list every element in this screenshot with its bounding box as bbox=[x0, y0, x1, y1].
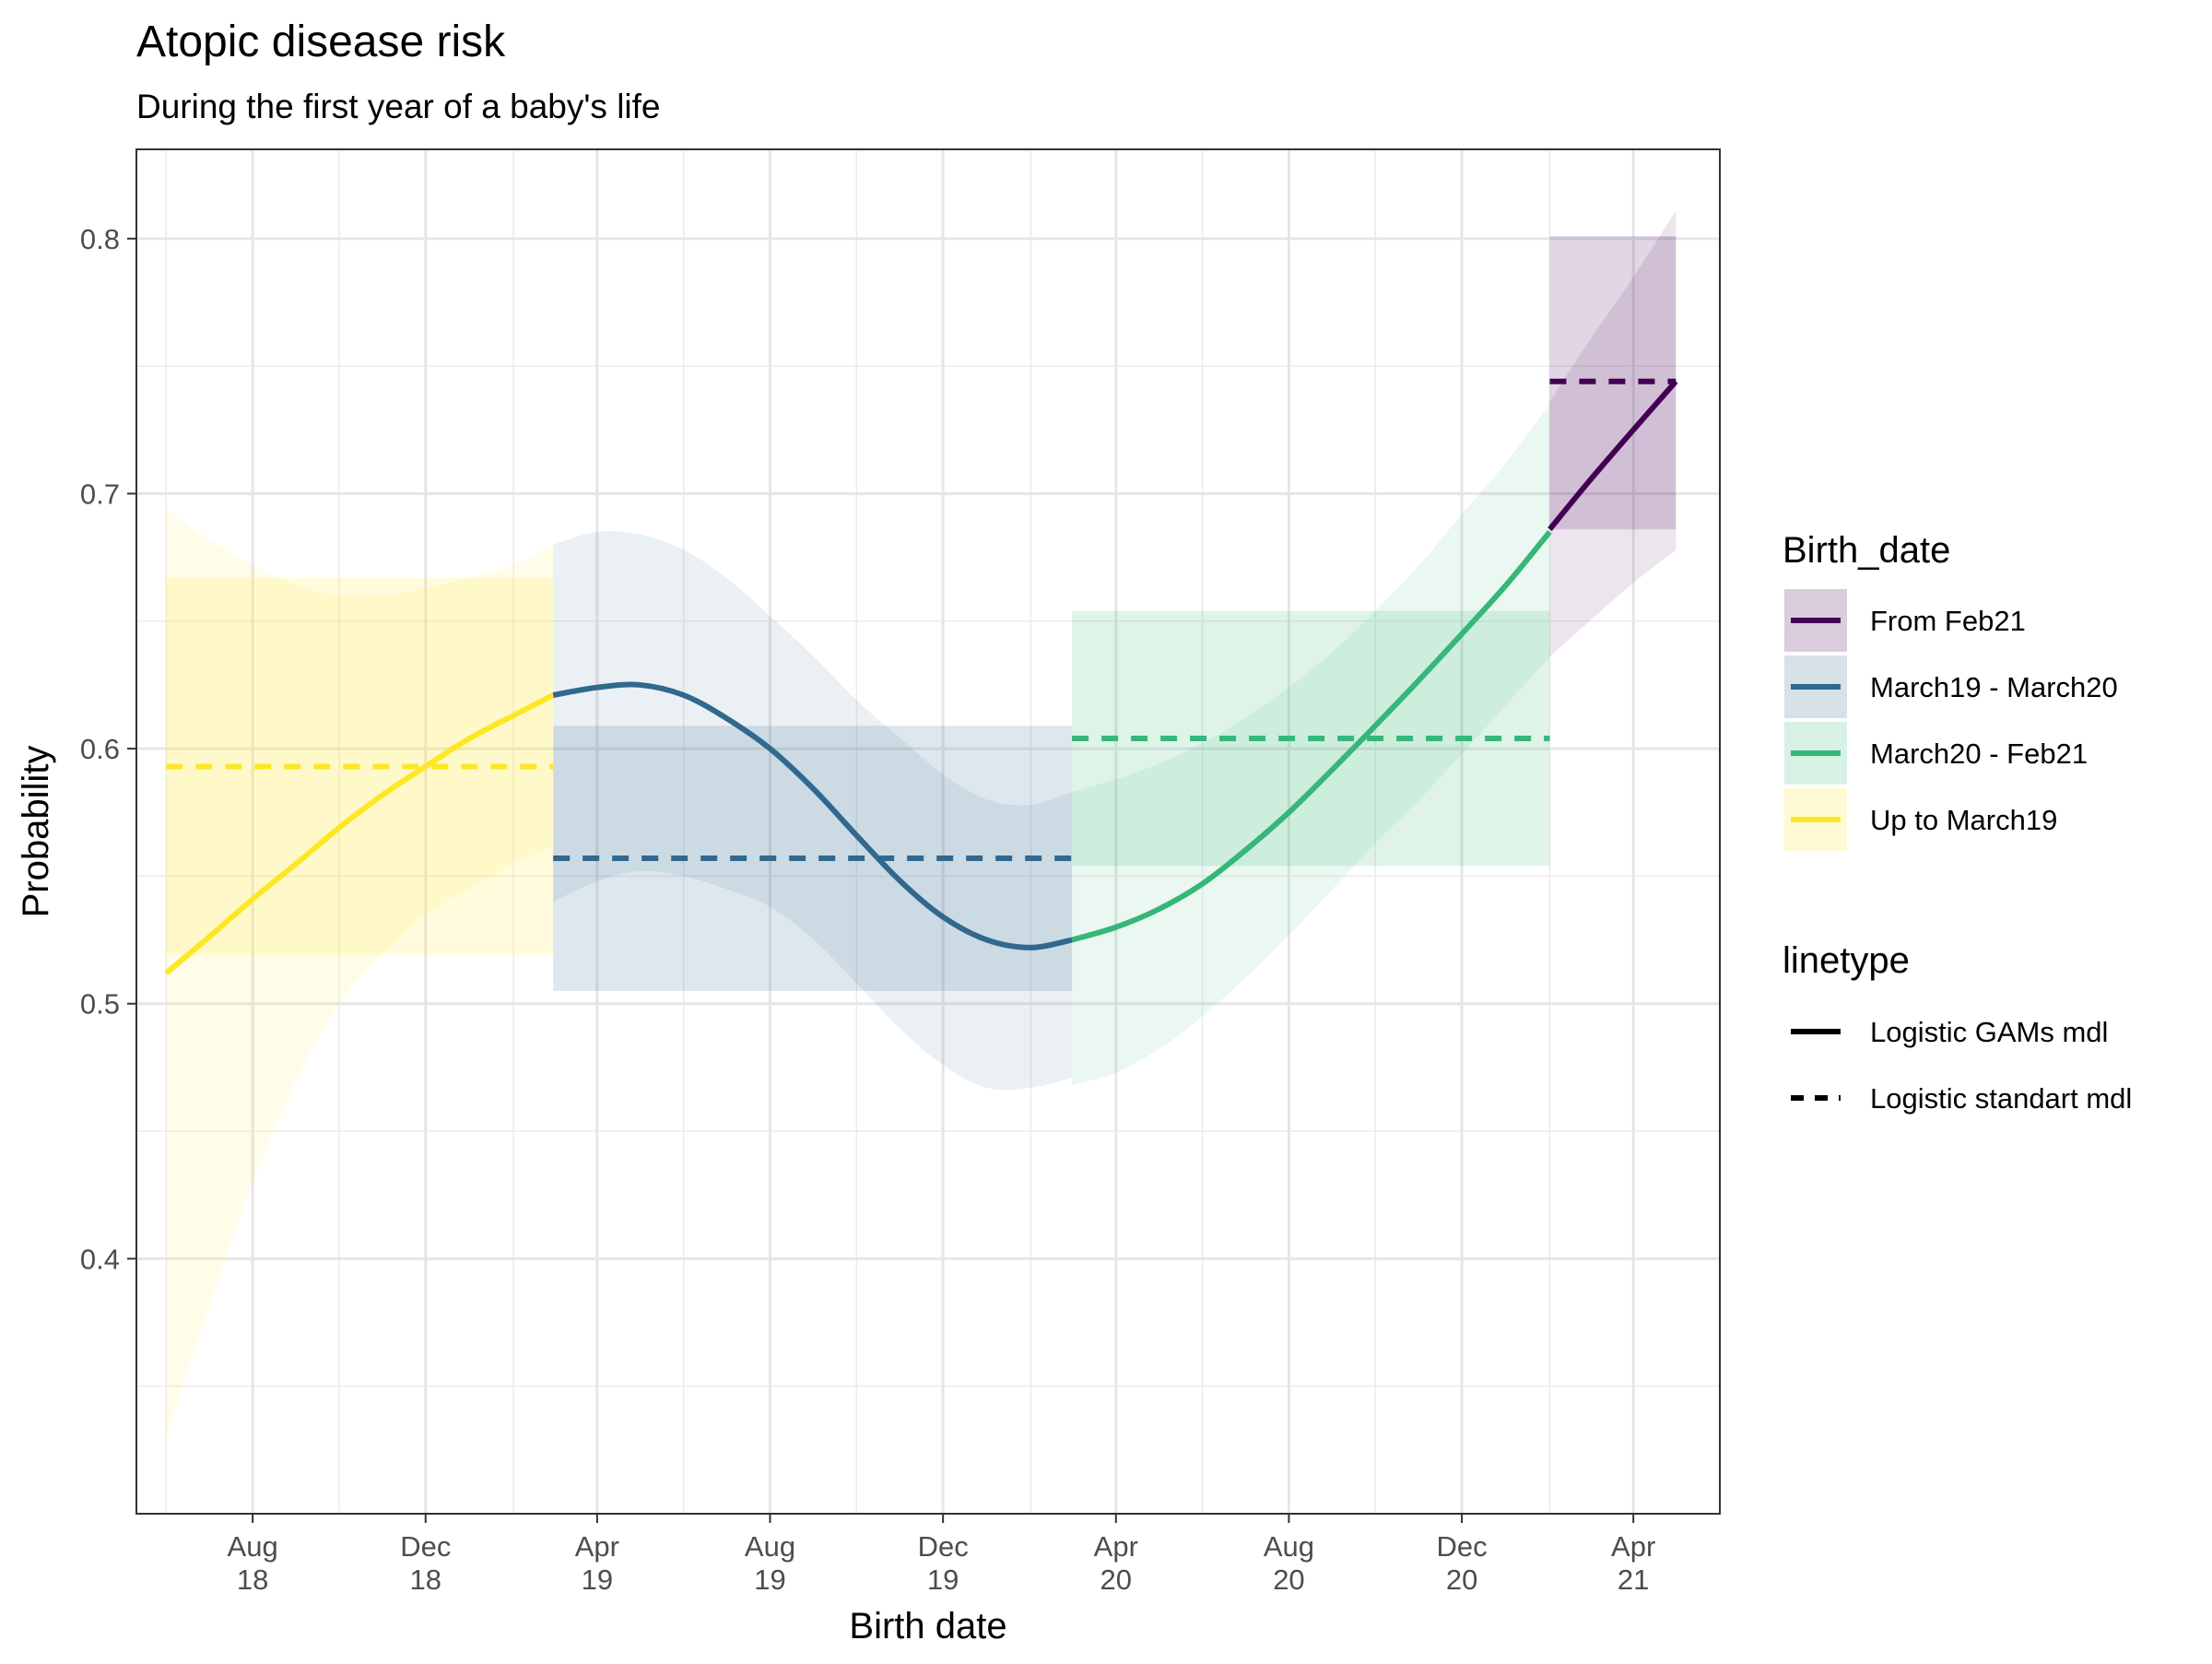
chart-subtitle: During the first year of a baby's life bbox=[136, 88, 661, 125]
y-axis-title: Probability bbox=[16, 746, 56, 918]
x-tick-label-year: 19 bbox=[754, 1564, 785, 1596]
legend: Birth_date linetype From Feb21 March19 - … bbox=[1783, 530, 2132, 1115]
gam-line bbox=[552, 681, 1073, 950]
x-tick-label-month: Apr bbox=[1094, 1530, 1138, 1563]
x-tick-label-month: Dec bbox=[400, 1530, 451, 1563]
legend-color-title: Birth_date bbox=[1783, 530, 1950, 571]
y-tick-label: 0.8 bbox=[80, 223, 120, 255]
legend-linetype-title: linetype bbox=[1783, 940, 1910, 981]
chart-title: Atopic disease risk bbox=[136, 18, 506, 66]
x-tick-label-month: Aug bbox=[228, 1530, 278, 1563]
axes: Aug18Dec18Apr19Aug19Dec19Apr20Aug20Dec20… bbox=[80, 223, 1655, 1596]
series-lines bbox=[164, 378, 1678, 975]
x-axis-title: Birth date bbox=[849, 1606, 1006, 1646]
x-tick-label-year: 19 bbox=[582, 1564, 613, 1596]
x-tick-label-month: Aug bbox=[745, 1530, 795, 1563]
y-tick-label: 0.7 bbox=[80, 478, 120, 510]
x-tick-label-month: Dec bbox=[918, 1530, 969, 1563]
gam-confidence-band bbox=[1549, 210, 1677, 657]
x-tick-label-year: 20 bbox=[1100, 1564, 1132, 1596]
standard-model-interval bbox=[553, 726, 1073, 991]
y-tick-label: 0.4 bbox=[80, 1243, 120, 1275]
x-tick-label-month: Apr bbox=[1611, 1530, 1655, 1563]
plot-panel-border bbox=[135, 148, 1721, 1515]
legend-linetype-label: Logistic standart mdl bbox=[1870, 1082, 2132, 1115]
x-tick-label-month: Aug bbox=[1264, 1530, 1314, 1563]
gam-line bbox=[1071, 530, 1552, 943]
y-tick-label: 0.5 bbox=[80, 988, 120, 1021]
x-tick-label-year: 21 bbox=[1618, 1564, 1649, 1596]
gam-line bbox=[1547, 379, 1678, 532]
legend-color-label: Up to March19 bbox=[1870, 804, 2057, 836]
x-tick-label-year: 19 bbox=[927, 1564, 959, 1596]
legend-linetype-label: Logistic GAMs mdl bbox=[1870, 1016, 2108, 1048]
x-tick-label-month: Apr bbox=[575, 1530, 619, 1563]
legend-color-label: March19 - March20 bbox=[1870, 671, 2118, 703]
gam-confidence-band bbox=[553, 531, 1073, 1091]
x-tick-label-year: 20 bbox=[1273, 1564, 1304, 1596]
x-tick-label-year: 18 bbox=[237, 1564, 268, 1596]
x-tick-label-year: 18 bbox=[410, 1564, 441, 1596]
y-tick-label: 0.6 bbox=[80, 733, 120, 765]
x-tick-label-year: 20 bbox=[1446, 1564, 1477, 1596]
gam-line bbox=[164, 692, 555, 975]
gam-confidence-band bbox=[166, 509, 554, 1438]
legend-color-label: From Feb21 bbox=[1870, 605, 2026, 637]
legend-color-label: March20 - Feb21 bbox=[1870, 738, 2088, 770]
x-tick-label-month: Dec bbox=[1437, 1530, 1488, 1563]
gam-confidence-band bbox=[1072, 404, 1550, 1086]
